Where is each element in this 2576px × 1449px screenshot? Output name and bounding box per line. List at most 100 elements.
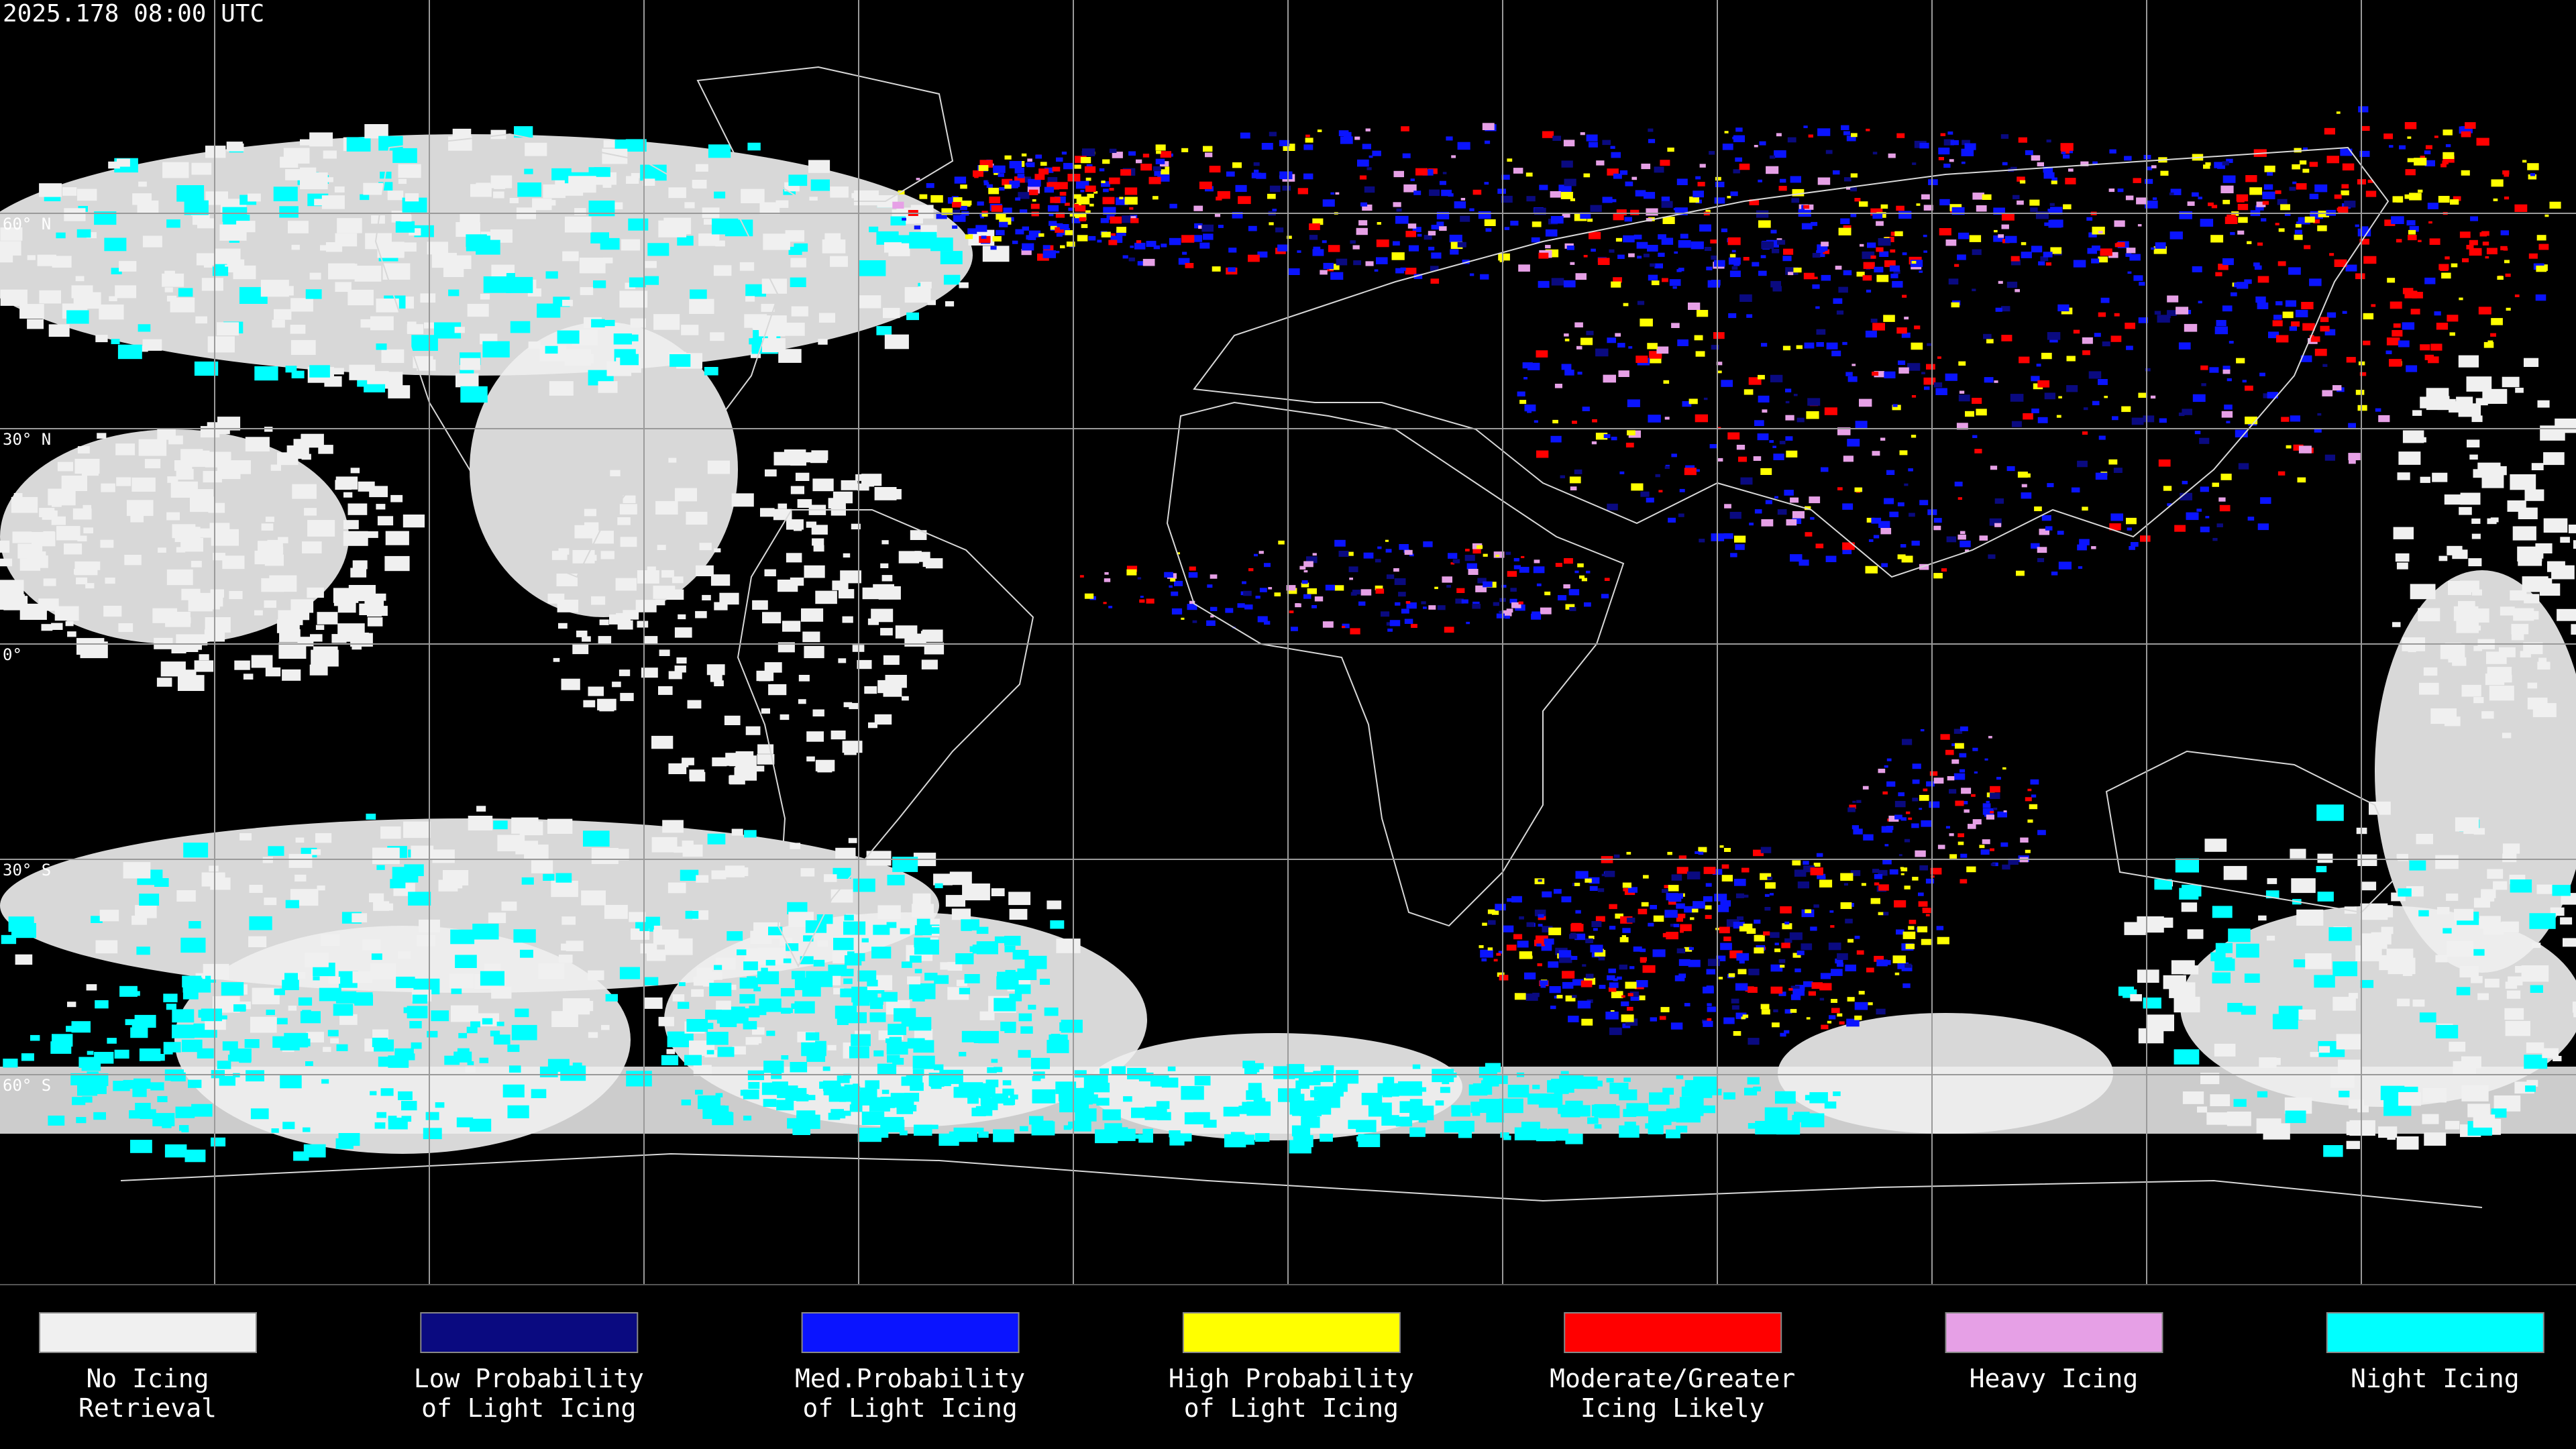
cloud-pixel — [666, 589, 684, 600]
cloud-pixel — [2538, 244, 2549, 250]
cloud-pixel — [1049, 213, 1054, 217]
cloud-pixel — [1898, 854, 1902, 857]
cloud-pixel — [1457, 241, 1466, 248]
cloud-pixel — [2525, 1085, 2536, 1092]
cloud-pixel — [1123, 1096, 1132, 1102]
cloud-pixel — [1536, 350, 1548, 358]
cloud-pixel — [1450, 562, 1455, 565]
coastlines — [120, 66, 2483, 1208]
cloud-pixel — [1739, 294, 1752, 302]
cloud-pixel — [1242, 1061, 1255, 1069]
cloud-pixel — [1583, 255, 1588, 258]
cloud-pixel — [0, 580, 24, 596]
cloud-pixel — [1922, 908, 1931, 914]
cloud-pixel — [2459, 966, 2479, 977]
cloud-pixel — [1925, 878, 1935, 884]
cloud-pixel — [1990, 810, 1994, 814]
cloud-pixel — [1637, 301, 1645, 305]
cloud-pixel — [886, 922, 897, 928]
cloud-pixel — [1472, 548, 1481, 554]
cloud-pixel — [999, 221, 1008, 227]
cloud-pixel — [1352, 245, 1360, 250]
cloud-pixel — [1840, 873, 1854, 881]
cloud-pixel — [249, 916, 272, 930]
cloud-pixel — [1694, 335, 1703, 341]
cloud-pixel — [2192, 192, 2199, 197]
cloud-pixel — [100, 539, 114, 548]
cloud-pixel — [2200, 219, 2214, 227]
cloud-pixel — [2543, 452, 2565, 466]
cloud-pixel — [1761, 1009, 1770, 1015]
cloud-pixel — [213, 553, 225, 561]
cloud-pixel — [977, 201, 984, 206]
cloud-pixel — [853, 190, 879, 206]
cloud-pixel — [2298, 217, 2310, 225]
cloud-pixel — [521, 877, 534, 885]
cloud-pixel — [1994, 380, 1998, 383]
cloud-pixel — [1554, 384, 1562, 388]
cloud-pixel — [2544, 214, 2549, 217]
cloud-pixel — [301, 434, 309, 439]
cloud-pixel — [1081, 236, 1085, 239]
cloud-pixel — [1850, 187, 1857, 192]
cloud-pixel — [1575, 910, 1581, 914]
cloud-pixel — [1990, 863, 1996, 866]
cloud-pixel — [1008, 892, 1031, 906]
cloud-pixel — [1055, 250, 1060, 254]
cloud-pixel — [1101, 181, 1110, 187]
cloud-pixel — [1752, 262, 1760, 267]
cloud-pixel — [1328, 245, 1340, 252]
cloud-pixel — [2010, 394, 2024, 402]
cloud-pixel — [364, 598, 384, 610]
cloud-pixel — [796, 1110, 816, 1122]
cloud-pixel — [964, 974, 980, 983]
cloud-pixel — [2419, 682, 2439, 695]
cloud-pixel — [1244, 1067, 1257, 1075]
cloud-pixel — [2385, 350, 2392, 354]
cloud-pixel — [2438, 196, 2450, 203]
cloud-pixel — [138, 439, 167, 456]
cloud-pixel — [2344, 201, 2356, 208]
cloud-pixel — [1484, 219, 1496, 226]
cloud-pixel — [347, 503, 368, 515]
cloud-pixel — [2063, 154, 2070, 159]
cloud-pixel — [184, 1149, 206, 1163]
cloud-pixel — [950, 209, 960, 215]
cloud-pixel — [1240, 132, 1250, 139]
cloud-pixel — [792, 1124, 810, 1135]
cloud-pixel — [2320, 325, 2330, 332]
cloud-pixel — [888, 1024, 906, 1035]
cloud-pixel — [873, 924, 890, 935]
cloud-pixel — [833, 491, 853, 504]
cloud-pixel — [2020, 837, 2029, 843]
cloud-pixel — [2285, 300, 2296, 307]
cloud-pixel — [2572, 1002, 2576, 1013]
cloud-pixel — [482, 341, 510, 358]
cloud-pixel — [1287, 235, 1292, 239]
cloud-pixel — [2154, 879, 2172, 890]
cloud-pixel — [1032, 1089, 1056, 1104]
cloud-pixel — [1866, 967, 1874, 973]
cloud-pixel — [1935, 388, 1947, 395]
cloud-pixel — [1485, 140, 1491, 144]
cloud-pixel — [1777, 509, 1787, 515]
cloud-pixel — [1539, 184, 1548, 191]
cloud-pixel — [420, 293, 436, 303]
cloud-pixel — [1646, 497, 1654, 503]
cloud-pixel — [806, 1051, 826, 1062]
cloud-pixel — [1794, 869, 1807, 877]
cloud-pixel — [1737, 916, 1743, 921]
cloud-pixel — [2031, 376, 2040, 382]
cloud-pixel — [1669, 279, 1681, 286]
cloud-pixel — [1734, 879, 1746, 886]
cloud-pixel — [1733, 262, 1740, 266]
cloud-pixel — [1803, 861, 1809, 865]
cloud-pixel — [1572, 979, 1584, 986]
cloud-pixel — [2511, 624, 2529, 635]
cloud-pixel — [1731, 1005, 1739, 1010]
cloud-pixel — [2486, 248, 2498, 255]
cloud-pixel — [91, 1085, 107, 1094]
cloud-pixel — [1741, 867, 1750, 873]
cloud-pixel — [788, 174, 808, 186]
cloud-pixel — [1538, 924, 1543, 927]
